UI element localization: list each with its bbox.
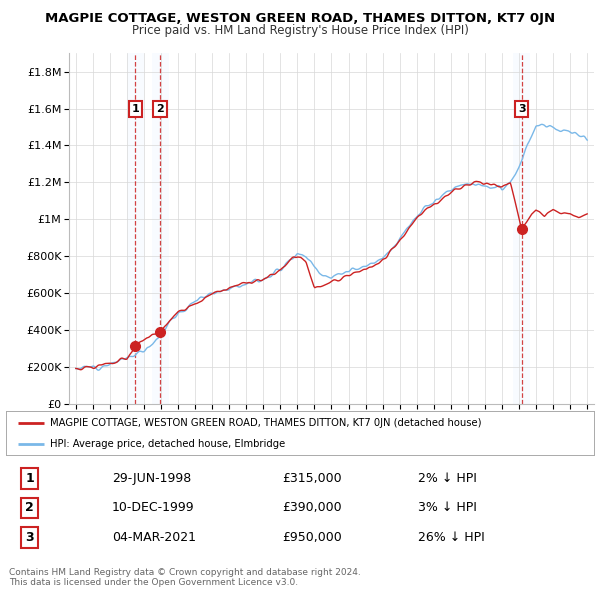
Text: 1: 1: [25, 472, 34, 485]
Text: 2: 2: [156, 104, 164, 114]
Text: Contains HM Land Registry data © Crown copyright and database right 2024.
This d: Contains HM Land Registry data © Crown c…: [9, 568, 361, 587]
Text: 10-DEC-1999: 10-DEC-1999: [112, 502, 194, 514]
Text: 26% ↓ HPI: 26% ↓ HPI: [418, 531, 484, 544]
Text: 3% ↓ HPI: 3% ↓ HPI: [418, 502, 476, 514]
Text: 3: 3: [518, 104, 526, 114]
Text: 2% ↓ HPI: 2% ↓ HPI: [418, 472, 476, 485]
Text: MAGPIE COTTAGE, WESTON GREEN ROAD, THAMES DITTON, KT7 0JN: MAGPIE COTTAGE, WESTON GREEN ROAD, THAME…: [45, 12, 555, 25]
Text: £390,000: £390,000: [283, 502, 342, 514]
Text: 2: 2: [25, 502, 34, 514]
Text: 1: 1: [131, 104, 139, 114]
Text: HPI: Average price, detached house, Elmbridge: HPI: Average price, detached house, Elmb…: [50, 438, 286, 448]
Text: 04-MAR-2021: 04-MAR-2021: [112, 531, 196, 544]
Text: MAGPIE COTTAGE, WESTON GREEN ROAD, THAMES DITTON, KT7 0JN (detached house): MAGPIE COTTAGE, WESTON GREEN ROAD, THAME…: [50, 418, 482, 428]
Text: £950,000: £950,000: [283, 531, 342, 544]
Bar: [151, 53, 169, 404]
Text: £315,000: £315,000: [283, 472, 342, 485]
Text: Price paid vs. HM Land Registry's House Price Index (HPI): Price paid vs. HM Land Registry's House …: [131, 24, 469, 37]
Text: 29-JUN-1998: 29-JUN-1998: [112, 472, 191, 485]
Text: 3: 3: [25, 531, 34, 544]
Bar: [514, 53, 530, 404]
Bar: [127, 53, 144, 404]
